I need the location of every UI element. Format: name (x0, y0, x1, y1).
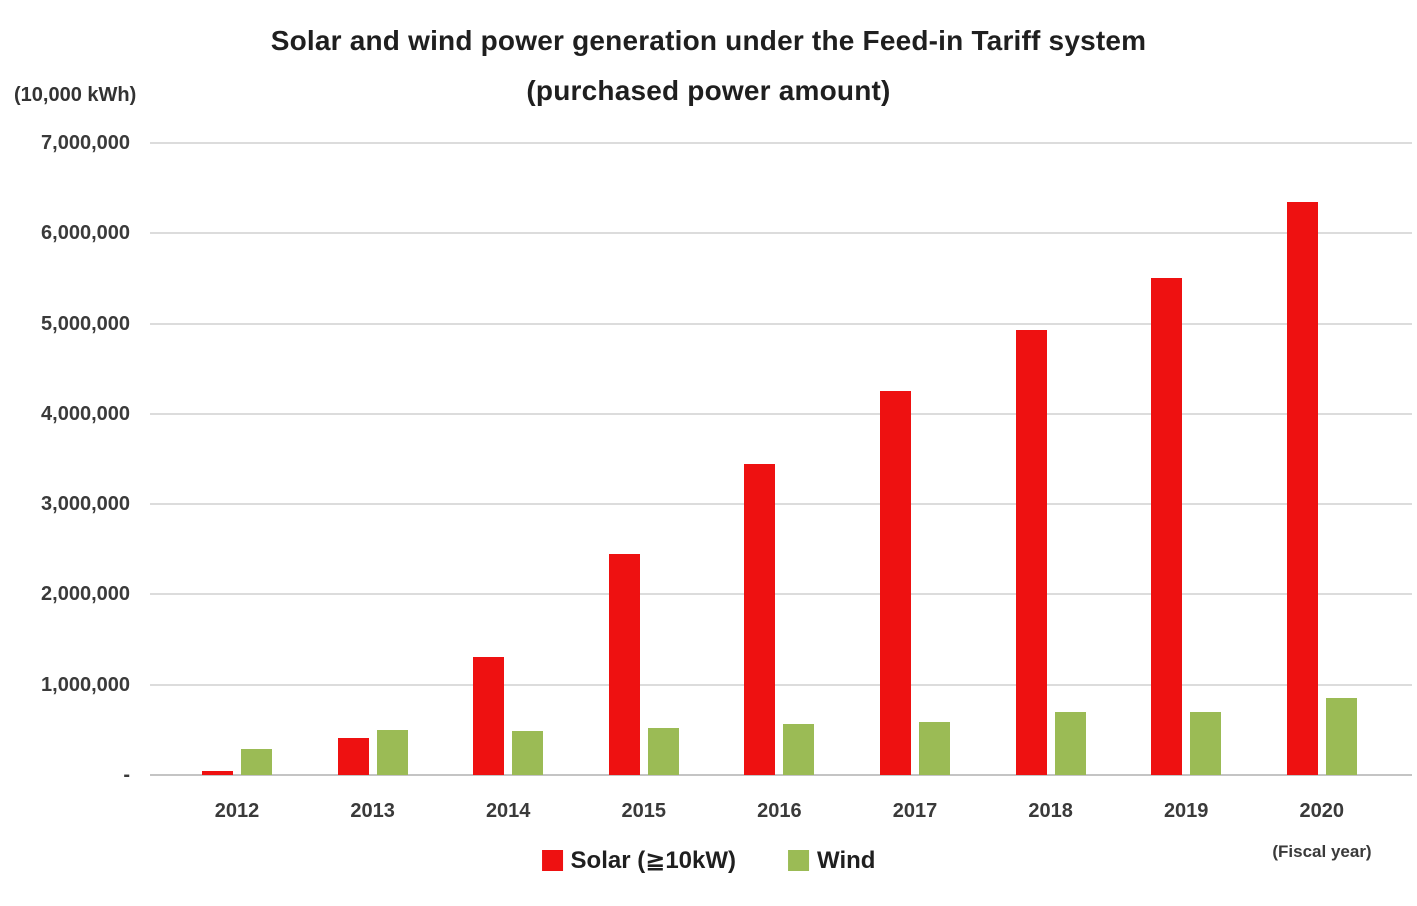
gridline-4000000 (150, 412, 1412, 415)
y-tick-7000000: 7,000,000 (41, 132, 130, 154)
x-tick-2012: 2012 (214, 800, 260, 822)
y-tick-1000000: 1,000,000 (41, 673, 130, 696)
chart-title-line1: Solar and wind power generation under th… (270, 25, 1147, 56)
x-tick-2013: 2013 (350, 800, 395, 822)
bar-wind-2012 (241, 749, 272, 775)
wind-legend-swatch-icon (788, 850, 810, 871)
gridline-1000000 (150, 683, 1412, 686)
x-tick-2019: 2019 (1163, 800, 1209, 822)
x-tick-2017: 2017 (892, 800, 938, 822)
bar-solar-2014 (473, 657, 504, 775)
bar-solar-2018 (1016, 330, 1047, 775)
bar-wind-2016 (783, 724, 814, 775)
x-tick-2018: 2018 (1028, 800, 1073, 822)
bar-solar-2019 (1151, 278, 1182, 775)
bar-solar-2013 (338, 738, 369, 775)
bar-solar-2016 (744, 464, 775, 775)
x-tick-2020: 2020 (1299, 800, 1345, 822)
bar-wind-2020 (1326, 698, 1357, 775)
gridline-3000000 (150, 503, 1412, 506)
bar-wind-2017 (919, 722, 950, 775)
bar-wind-2018 (1055, 712, 1086, 775)
x-axis-line (150, 774, 1412, 776)
gridline-7000000 (150, 142, 1412, 144)
legend-item-solar: Solar (≧10kW) (541, 846, 737, 875)
bar-solar-2015 (609, 554, 640, 775)
solar-legend-label: Solar (≧10kW) (570, 847, 737, 874)
bar-solar-2012 (202, 771, 233, 775)
gridline-2000000 (150, 593, 1412, 596)
y-tick-3000000: 3,000,000 (41, 493, 130, 516)
bar-wind-2013 (377, 730, 408, 775)
x-tick-2016: 2016 (757, 800, 802, 822)
bar-wind-2014 (512, 731, 543, 775)
gridline-6000000 (150, 232, 1412, 235)
bar-wind-2015 (648, 728, 679, 775)
y-tick-2000000: 2,000,000 (41, 583, 130, 606)
chart-title-line2: (purchased power amount) (526, 75, 891, 106)
x-axis-caption: (Fiscal year) (1272, 842, 1372, 861)
gridline-5000000 (150, 322, 1412, 325)
y-tick-4000000: 4,000,000 (41, 402, 130, 425)
bar-wind-2019 (1190, 712, 1221, 775)
solar-legend-swatch-icon (541, 850, 563, 871)
legend: Solar (≧10kW) Wind (541, 846, 875, 875)
y-tick-6000000: 6,000,000 (41, 222, 130, 245)
y-tick-0: - (123, 764, 130, 786)
x-tick-2015: 2015 (621, 800, 667, 822)
bar-solar-2020 (1287, 202, 1318, 775)
legend-item-wind: Wind (788, 847, 875, 875)
chart-title: Solar and wind power generation under th… (0, 16, 1417, 116)
bar-solar-2017 (880, 391, 911, 775)
x-tick-2014: 2014 (485, 800, 531, 822)
y-tick-5000000: 5,000,000 (41, 312, 130, 335)
y-axis-unit-label: (10,000 kWh) (14, 84, 137, 106)
wind-legend-label: Wind (817, 846, 876, 874)
